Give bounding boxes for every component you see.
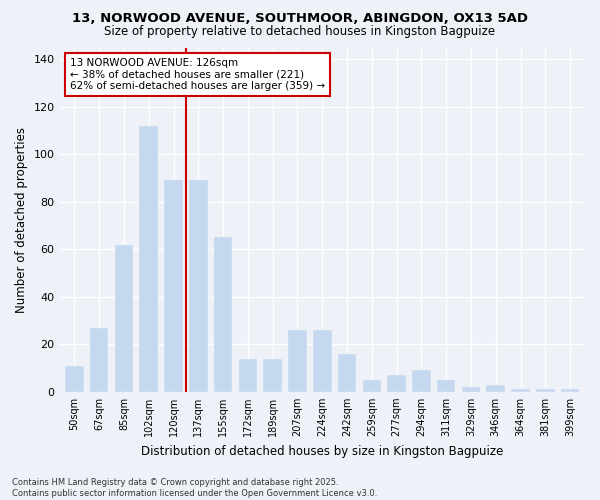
Bar [437,380,455,392]
Bar [388,375,406,392]
Bar [338,354,356,392]
Bar [65,366,84,392]
Bar [461,387,480,392]
Bar [164,180,183,392]
Text: 13, NORWOOD AVENUE, SOUTHMOOR, ABINGDON, OX13 5AD: 13, NORWOOD AVENUE, SOUTHMOOR, ABINGDON,… [72,12,528,24]
Y-axis label: Number of detached properties: Number of detached properties [15,126,28,312]
Bar [214,238,232,392]
Bar [561,390,580,392]
Bar [90,328,109,392]
Bar [511,390,530,392]
Bar [239,358,257,392]
Bar [536,390,554,392]
Bar [313,330,332,392]
Text: Contains HM Land Registry data © Crown copyright and database right 2025.
Contai: Contains HM Land Registry data © Crown c… [12,478,377,498]
X-axis label: Distribution of detached houses by size in Kingston Bagpuize: Distribution of detached houses by size … [141,444,503,458]
Text: Size of property relative to detached houses in Kingston Bagpuize: Size of property relative to detached ho… [104,24,496,38]
Bar [115,244,133,392]
Bar [263,358,282,392]
Bar [362,380,381,392]
Bar [139,126,158,392]
Bar [412,370,431,392]
Bar [487,384,505,392]
Bar [288,330,307,392]
Text: 13 NORWOOD AVENUE: 126sqm
← 38% of detached houses are smaller (221)
62% of semi: 13 NORWOOD AVENUE: 126sqm ← 38% of detac… [70,58,325,91]
Bar [189,180,208,392]
